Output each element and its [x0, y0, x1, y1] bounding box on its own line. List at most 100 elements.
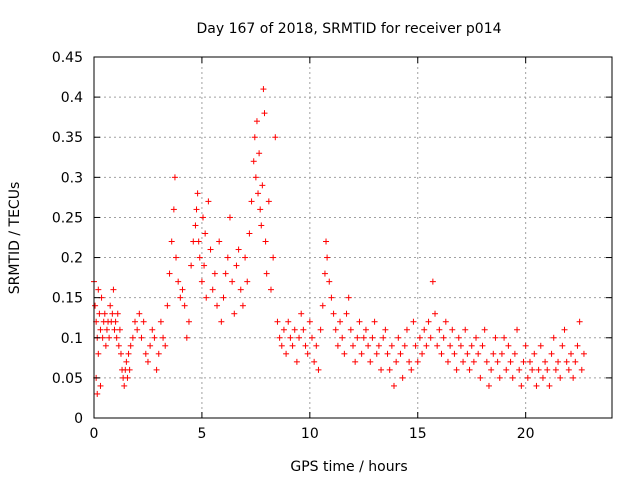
data-point	[561, 326, 568, 333]
y-tick-label: 0.3	[61, 170, 83, 186]
data-point	[479, 342, 486, 349]
data-point	[205, 198, 212, 205]
data-point	[244, 278, 251, 285]
data-point	[546, 382, 553, 389]
data-point	[261, 110, 268, 117]
data-point	[196, 254, 203, 261]
data-point	[574, 342, 581, 349]
data-point	[483, 358, 490, 365]
data-point	[378, 366, 385, 373]
data-point	[324, 254, 331, 261]
data-point	[419, 350, 426, 357]
data-point	[516, 366, 523, 373]
data-point	[124, 374, 131, 381]
data-point	[260, 86, 267, 93]
data-point	[334, 342, 341, 349]
data-point	[239, 302, 246, 309]
data-point	[326, 278, 333, 285]
data-point	[323, 238, 330, 245]
y-tick-label: 0.25	[52, 210, 83, 226]
data-point	[565, 366, 572, 373]
data-point	[190, 238, 197, 245]
x-tick-label: 5	[197, 426, 206, 442]
data-point	[552, 366, 559, 373]
data-point	[262, 238, 269, 245]
data-point	[457, 342, 464, 349]
data-point	[193, 206, 200, 213]
data-point	[529, 366, 536, 373]
data-point	[235, 246, 242, 253]
data-point	[432, 310, 439, 317]
data-point	[95, 286, 102, 293]
data-point	[548, 350, 555, 357]
data-point	[304, 350, 311, 357]
data-point	[111, 326, 118, 333]
data-point	[393, 358, 400, 365]
data-point	[375, 342, 382, 349]
data-point	[509, 374, 516, 381]
data-point	[274, 318, 281, 325]
data-point	[559, 342, 566, 349]
data-point	[354, 334, 361, 341]
data-point	[203, 294, 210, 301]
data-point	[410, 318, 417, 325]
data-point	[507, 358, 514, 365]
data-point	[526, 358, 533, 365]
data-point	[155, 350, 162, 357]
data-point	[117, 350, 124, 357]
data-point	[425, 318, 432, 325]
data-point	[188, 262, 195, 269]
data-point	[360, 334, 367, 341]
data-point	[97, 382, 104, 389]
data-point	[272, 134, 279, 141]
y-tick-label: 0.15	[52, 291, 83, 307]
data-point	[494, 358, 501, 365]
data-point	[211, 270, 218, 277]
data-point	[537, 342, 544, 349]
data-point	[185, 318, 192, 325]
data-point	[451, 350, 458, 357]
data-point	[531, 350, 538, 357]
data-point	[164, 302, 171, 309]
data-point	[501, 334, 508, 341]
data-point	[233, 262, 240, 269]
data-point	[237, 286, 244, 293]
data-point	[140, 318, 147, 325]
data-point	[434, 342, 441, 349]
data-point	[352, 358, 359, 365]
data-point	[256, 150, 263, 157]
data-point	[332, 326, 339, 333]
data-point	[570, 374, 577, 381]
data-point	[522, 342, 529, 349]
data-point	[330, 310, 337, 317]
data-point	[270, 254, 277, 261]
data-point	[134, 326, 141, 333]
data-point	[144, 358, 151, 365]
data-point	[101, 310, 108, 317]
data-point	[347, 326, 354, 333]
data-point	[362, 326, 369, 333]
data-point	[97, 326, 104, 333]
data-point	[296, 334, 303, 341]
data-point	[162, 342, 169, 349]
data-point	[438, 350, 445, 357]
y-axis-label: SRMTID / TECUs	[7, 182, 23, 295]
data-point	[401, 342, 408, 349]
data-point	[572, 358, 579, 365]
data-point	[199, 214, 206, 221]
data-point	[142, 350, 149, 357]
data-point	[449, 326, 456, 333]
data-point	[341, 350, 348, 357]
data-point	[157, 318, 164, 325]
data-point	[259, 182, 266, 189]
data-point	[317, 326, 324, 333]
ticks-layer: 0 5 10 15 20 0 0.05 0.1 0.15 0.2 0.25 0.3 0.35 0.4 0.4…	[52, 50, 612, 442]
data-point	[464, 350, 471, 357]
data-point	[436, 326, 443, 333]
data-point	[209, 286, 216, 293]
data-point	[444, 358, 451, 365]
data-point	[373, 350, 380, 357]
x-tick-label: 15	[409, 426, 427, 442]
